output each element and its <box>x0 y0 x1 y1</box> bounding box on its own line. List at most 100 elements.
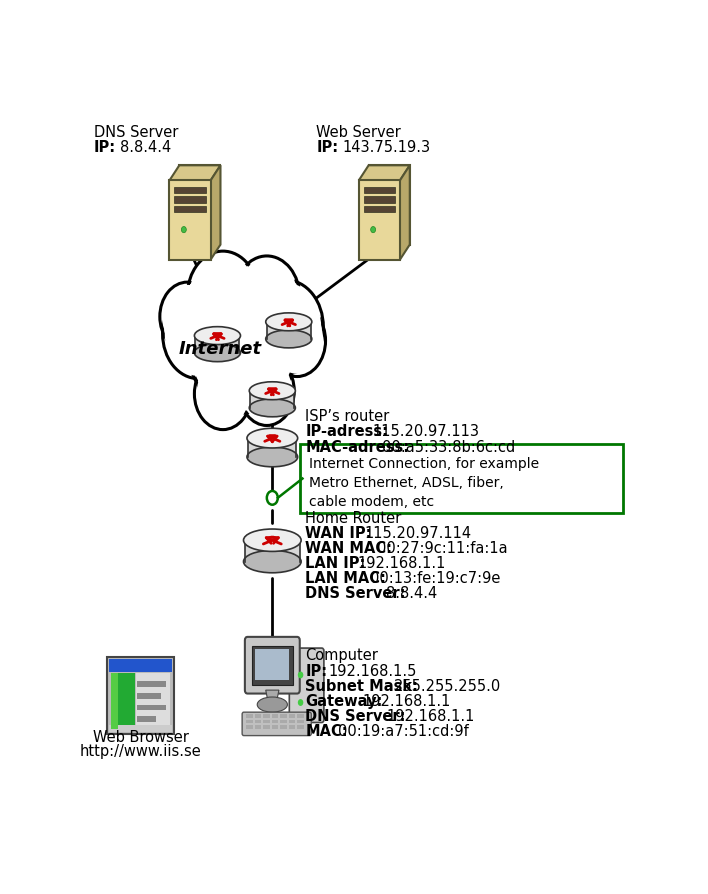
Text: 143.75.19.3: 143.75.19.3 <box>342 139 430 155</box>
FancyBboxPatch shape <box>246 720 253 723</box>
FancyBboxPatch shape <box>364 207 395 213</box>
Polygon shape <box>369 166 410 245</box>
FancyBboxPatch shape <box>246 725 253 729</box>
Text: 115.20.97.113: 115.20.97.113 <box>372 424 479 439</box>
Text: WAN IP:: WAN IP: <box>305 525 372 540</box>
FancyBboxPatch shape <box>289 714 295 718</box>
Text: 00:27:9c:11:fa:1a: 00:27:9c:11:fa:1a <box>377 540 507 555</box>
Circle shape <box>165 292 232 376</box>
Ellipse shape <box>249 383 295 401</box>
Text: ISP’s router: ISP’s router <box>305 408 389 423</box>
FancyBboxPatch shape <box>280 725 287 729</box>
Circle shape <box>195 358 251 430</box>
Text: IP:: IP: <box>305 662 327 678</box>
Text: 255.255.255.0: 255.255.255.0 <box>394 678 501 693</box>
Ellipse shape <box>247 448 297 468</box>
Circle shape <box>249 281 324 375</box>
Text: LAN IP:: LAN IP: <box>305 555 365 570</box>
FancyBboxPatch shape <box>364 188 395 194</box>
Polygon shape <box>169 166 220 181</box>
Circle shape <box>298 671 303 679</box>
Ellipse shape <box>247 429 297 449</box>
Text: LAN MAC:: LAN MAC: <box>305 570 386 586</box>
Text: Web Browser: Web Browser <box>93 729 188 744</box>
Polygon shape <box>359 166 410 181</box>
Text: Subnet Mask:: Subnet Mask: <box>305 678 418 693</box>
Circle shape <box>239 358 295 426</box>
Text: 8.8.4.4: 8.8.4.4 <box>387 586 438 601</box>
Circle shape <box>187 252 258 342</box>
FancyBboxPatch shape <box>290 648 324 722</box>
Polygon shape <box>267 323 311 340</box>
Text: MAC-adress:: MAC-adress: <box>305 439 409 454</box>
FancyBboxPatch shape <box>263 714 270 718</box>
FancyBboxPatch shape <box>174 207 205 213</box>
Polygon shape <box>179 166 220 245</box>
Text: 192.168.1.1: 192.168.1.1 <box>363 693 451 708</box>
Text: IP:: IP: <box>316 139 338 155</box>
FancyBboxPatch shape <box>111 673 135 730</box>
FancyBboxPatch shape <box>255 725 261 729</box>
Polygon shape <box>251 392 295 409</box>
Circle shape <box>197 361 249 427</box>
Text: 00:13:fe:19:c7:9e: 00:13:fe:19:c7:9e <box>370 570 501 586</box>
FancyBboxPatch shape <box>111 673 118 730</box>
Polygon shape <box>169 181 210 260</box>
Circle shape <box>251 283 321 372</box>
Circle shape <box>163 290 234 379</box>
Polygon shape <box>245 541 299 562</box>
Polygon shape <box>359 181 400 260</box>
Circle shape <box>371 227 376 233</box>
FancyBboxPatch shape <box>280 714 287 718</box>
FancyBboxPatch shape <box>255 720 261 723</box>
FancyBboxPatch shape <box>364 197 395 204</box>
Text: Computer: Computer <box>305 647 378 662</box>
FancyBboxPatch shape <box>256 649 290 680</box>
FancyBboxPatch shape <box>297 725 304 729</box>
FancyBboxPatch shape <box>246 714 253 718</box>
Circle shape <box>190 279 295 411</box>
Text: 8.8.4.4: 8.8.4.4 <box>120 139 171 155</box>
Ellipse shape <box>266 314 312 332</box>
Text: 192.168.1.5: 192.168.1.5 <box>329 662 416 678</box>
Polygon shape <box>249 439 297 458</box>
Text: Gateway:: Gateway: <box>305 693 382 708</box>
FancyBboxPatch shape <box>289 725 295 729</box>
Circle shape <box>298 699 303 706</box>
FancyBboxPatch shape <box>135 673 171 730</box>
FancyBboxPatch shape <box>245 637 299 694</box>
FancyBboxPatch shape <box>137 681 166 687</box>
Text: DNS Server: DNS Server <box>94 124 178 139</box>
Circle shape <box>160 283 215 351</box>
FancyBboxPatch shape <box>263 720 270 723</box>
Circle shape <box>267 492 278 505</box>
FancyBboxPatch shape <box>174 197 205 204</box>
FancyBboxPatch shape <box>255 714 261 718</box>
Text: Home Router: Home Router <box>305 510 401 525</box>
FancyBboxPatch shape <box>242 713 312 736</box>
Circle shape <box>268 306 326 377</box>
Text: 115.20.97.114: 115.20.97.114 <box>365 525 472 540</box>
FancyBboxPatch shape <box>109 725 172 732</box>
Text: DNS Server:: DNS Server: <box>305 708 406 723</box>
Polygon shape <box>266 690 279 702</box>
Circle shape <box>162 285 212 349</box>
FancyBboxPatch shape <box>272 714 278 718</box>
FancyBboxPatch shape <box>137 716 156 721</box>
FancyBboxPatch shape <box>174 188 205 194</box>
Text: Internet Connection, for example: Internet Connection, for example <box>309 456 539 470</box>
Circle shape <box>181 227 186 233</box>
Ellipse shape <box>244 551 301 573</box>
FancyBboxPatch shape <box>289 720 295 723</box>
Text: IP-adress:: IP-adress: <box>305 424 388 439</box>
FancyBboxPatch shape <box>109 660 172 672</box>
Ellipse shape <box>266 331 312 349</box>
Text: WAN MAC:: WAN MAC: <box>305 540 392 555</box>
Polygon shape <box>400 166 410 260</box>
FancyBboxPatch shape <box>137 704 166 711</box>
Text: 192.168.1.1: 192.168.1.1 <box>387 708 475 723</box>
FancyBboxPatch shape <box>263 725 270 729</box>
Circle shape <box>234 257 299 339</box>
Polygon shape <box>210 166 220 260</box>
Text: Internet: Internet <box>178 339 262 358</box>
